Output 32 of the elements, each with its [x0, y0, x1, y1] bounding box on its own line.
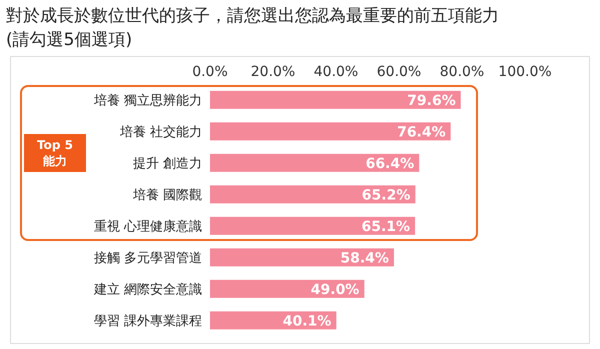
x-tick-label: 0.0% [192, 64, 228, 80]
y-tick-label: 重視 心理健康意識 [94, 218, 202, 234]
bar [210, 154, 420, 172]
data-label: 66.4% [366, 156, 414, 172]
y-tick-label: 接觸 多元學習管道 [94, 250, 202, 266]
y-tick-label: 培養 獨立思辨能力 [92, 92, 202, 108]
data-label: 65.1% [361, 218, 410, 235]
y-tick-label: 培養 國際觀 [132, 188, 202, 203]
x-tick-label: 60.0% [376, 64, 422, 80]
x-tick-label: 100.0% [498, 64, 552, 80]
data-label: 76.4% [397, 124, 446, 140]
x-tick-label: 40.0% [314, 64, 358, 80]
x-tick-label: 20.0% [250, 64, 296, 80]
text: Top 5 能力 [24, 134, 86, 172]
chart-title: 對於成長於數位世代的孩子，請您選出您認為最重要的前五項能力 [6, 5, 499, 27]
bar [210, 280, 364, 298]
data-label: 40.1% [282, 313, 332, 330]
y-tick-label: 提升 創造力 [132, 156, 202, 172]
data-label: 58.4% [340, 250, 389, 266]
y-tick-label: 建立 網際安全意識 [92, 281, 202, 298]
y-tick-label: 培養 社交能力 [118, 124, 202, 140]
y-tick-label: 學習 課外專業課程 [94, 314, 202, 329]
bar [210, 122, 451, 140]
text: (請勾選5個選項) [6, 29, 132, 51]
bar [210, 185, 416, 204]
x-tick-label: 80.0% [440, 64, 484, 80]
data-label: 79.6% [407, 92, 456, 109]
data-label: 49.0% [310, 282, 360, 298]
bar [210, 216, 416, 235]
bar [210, 90, 461, 109]
bar [210, 248, 394, 266]
data-label: 65.2% [362, 187, 410, 204]
